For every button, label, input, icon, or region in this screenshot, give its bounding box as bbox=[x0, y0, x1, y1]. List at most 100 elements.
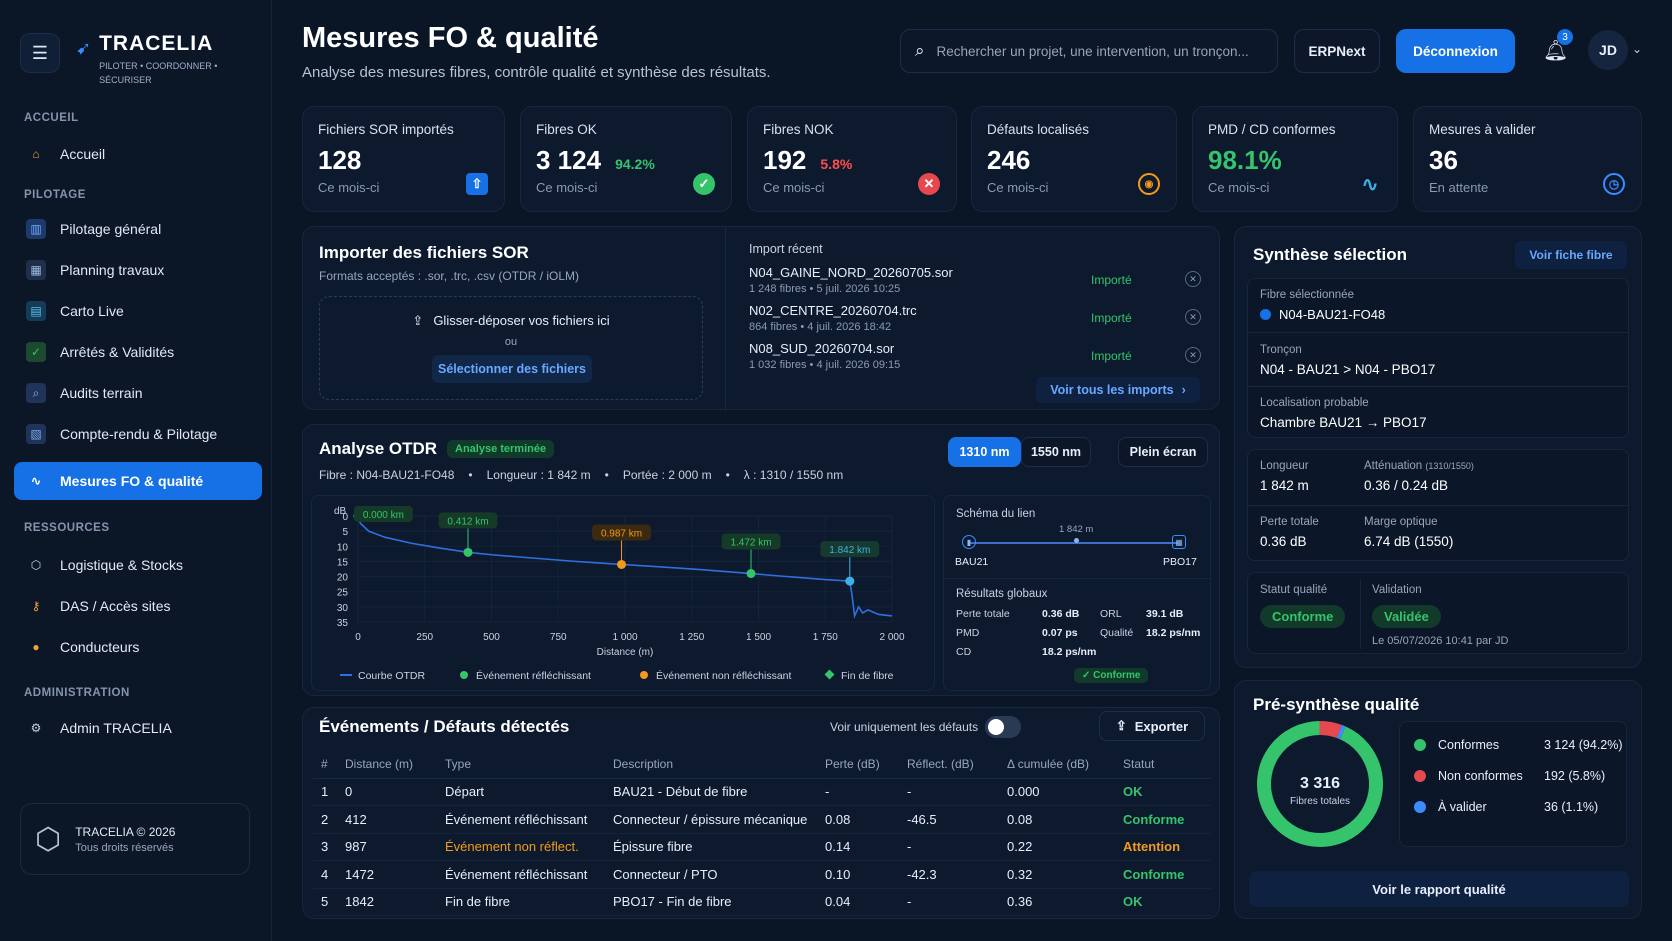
kpi-card-defauts: Défauts localisés 246 Ce mois-ci ◉ bbox=[971, 106, 1177, 212]
import-row[interactable]: N04_GAINE_NORD_20260705.sor 1 248 fibres… bbox=[749, 265, 1209, 295]
donut-area: 3 316 Fibres totales Conformes 3 124 (94.… bbox=[1245, 721, 1630, 851]
kpi-value: 192 bbox=[763, 145, 807, 175]
kpi-sub: Ce mois-ci bbox=[536, 180, 598, 195]
table-row[interactable]: 4 1472 Événement réfléchissant Connecteur /… bbox=[313, 860, 1211, 889]
defects-toggle[interactable] bbox=[985, 716, 1021, 738]
erpnext-button[interactable]: ERPNext bbox=[1294, 29, 1380, 73]
link-summary-box: Schéma du lien 1 842 m ▮ ▦ BAU21 PBO17 R… bbox=[943, 495, 1211, 691]
dropzone-label: Glisser-déposer vos fichiers ici bbox=[433, 313, 610, 328]
field-value: N04 - BAU21 > N04 - PBO17 bbox=[1260, 362, 1436, 377]
remove-icon[interactable]: ✕ bbox=[1185, 271, 1201, 287]
sidebar-item-carto-live[interactable]: ▤ Carto Live bbox=[14, 293, 262, 329]
sidebar-item-admin[interactable]: ⚙ Admin TRACELIA bbox=[14, 710, 262, 746]
event-label: 0.412 km bbox=[447, 516, 488, 527]
legend-dot-icon bbox=[1414, 801, 1426, 813]
quality-report-button[interactable]: Voir le rapport qualité bbox=[1249, 871, 1629, 907]
see-all-imports-button[interactable]: Voir tous les imports › bbox=[1036, 377, 1200, 403]
kpi-label: Fichiers SOR importés bbox=[318, 122, 454, 137]
table-row[interactable]: 3 987 Événement non réflect. Épissure fibre… bbox=[313, 833, 1211, 861]
result-key: PMD bbox=[956, 627, 980, 639]
select-files-button[interactable]: Sélectionner des fichiers bbox=[432, 355, 592, 383]
table-cell-d: 1472 bbox=[345, 860, 445, 889]
legend-label: Fin de fibre bbox=[841, 670, 894, 682]
kpi-label: Fibres OK bbox=[536, 122, 597, 137]
kpi-card-fibres-nok: Fibres NOK 192 5.8% Ce mois-ci ✕ bbox=[747, 106, 957, 212]
fibre-dot-icon bbox=[1260, 309, 1271, 320]
logout-button[interactable]: Déconnexion bbox=[1396, 29, 1515, 73]
nav-section-ressources: RESSOURCES bbox=[24, 522, 110, 534]
remove-icon[interactable]: ✕ bbox=[1185, 347, 1201, 363]
fullscreen-button[interactable]: Plein écran bbox=[1118, 437, 1208, 467]
table-cell-refl: -42.3 bbox=[907, 860, 1007, 889]
dropzone-text-row: ⇪ Glisser-déposer vos fichiers ici bbox=[320, 313, 702, 329]
divider bbox=[944, 578, 1210, 579]
sidebar-item-accueil[interactable]: ⌂ Accueil bbox=[14, 136, 262, 172]
sidebar-item-conducteurs[interactable]: ● Conducteurs bbox=[14, 629, 262, 665]
column-header: Statut bbox=[1123, 750, 1211, 779]
quality-status-box: Statut qualité Conforme Validation Valid… bbox=[1247, 572, 1629, 654]
kpi-sub: Ce mois-ci bbox=[987, 180, 1049, 195]
import-file-name: N02_CENTRE_20260704.trc bbox=[749, 303, 917, 318]
x-tick-label: 250 bbox=[416, 632, 433, 643]
tab-1550nm[interactable]: 1550 nm bbox=[1021, 437, 1091, 467]
sidebar-item-planning-travaux[interactable]: ▦ Planning travaux bbox=[14, 252, 262, 288]
event-label: 0.987 km bbox=[601, 528, 642, 539]
table-cell-d: 1842 bbox=[345, 888, 445, 916]
x-tick-label: 750 bbox=[550, 632, 567, 643]
table-cell-refl: -46.5 bbox=[907, 805, 1007, 834]
view-fibre-button[interactable]: Voir fiche fibre bbox=[1515, 241, 1627, 269]
quality-status-badge: Conforme bbox=[1260, 605, 1346, 628]
tab-1310nm[interactable]: 1310 nm bbox=[948, 437, 1021, 467]
link-line bbox=[970, 542, 1178, 544]
legend-label: Événement non réfléchissant bbox=[656, 669, 791, 682]
event-label-bg bbox=[721, 533, 781, 550]
column-header: # bbox=[313, 750, 345, 779]
sidebar-item-logistique[interactable]: ⬡ Logistique & Stocks bbox=[14, 547, 262, 583]
results-status-badge: ✓ Conforme bbox=[1074, 668, 1149, 683]
notification-badge: 3 bbox=[1557, 29, 1573, 45]
kpi-sub: Ce mois-ci bbox=[763, 180, 825, 195]
kpi-card-sor: Fichiers SOR importés 128 Ce mois-ci ⇧ bbox=[302, 106, 505, 212]
import-row[interactable]: N02_CENTRE_20260704.trc 864 fibres • 4 j… bbox=[749, 303, 1209, 333]
legend-swatch bbox=[460, 671, 468, 679]
selection-title: Synthèse sélection bbox=[1253, 245, 1408, 264]
table-row[interactable]: 2 412 Événement réfléchissant Connecteur / … bbox=[313, 805, 1211, 834]
sidebar-item-das-acces[interactable]: ⚷ DAS / Accès sites bbox=[14, 588, 262, 624]
logo-icon: ➹ bbox=[76, 38, 92, 58]
sidebar-item-mesures-fo[interactable]: ∿ Mesures FO & qualité bbox=[14, 462, 262, 500]
event-label-bg bbox=[354, 506, 413, 522]
menu-icon[interactable]: ☰ bbox=[20, 33, 60, 73]
upload-icon: ⇧ bbox=[466, 173, 488, 195]
map-icon: ▤ bbox=[26, 301, 46, 321]
export-button[interactable]: ⇪ Exporter bbox=[1099, 711, 1205, 741]
search-input[interactable]: ⌕ Rechercher un projet, une intervention… bbox=[900, 29, 1278, 73]
table-cell-desc: PBO17 - Fin de fibre bbox=[613, 888, 825, 916]
kpi-card-fibres-ok: Fibres OK 3 124 94.2% Ce mois-ci ✓ bbox=[520, 106, 732, 212]
event-marker bbox=[845, 576, 855, 586]
table-cell-n: 5 bbox=[313, 888, 345, 916]
remove-icon[interactable]: ✕ bbox=[1185, 309, 1201, 325]
calendar-icon: ▦ bbox=[26, 260, 46, 280]
dropzone[interactable]: ⇪ Glisser-déposer vos fichiers ici ou Sél… bbox=[319, 296, 703, 400]
sidebar-item-arretes-validites[interactable]: ✓ Arrêtés & Validités bbox=[14, 334, 262, 370]
column-header: Réflect. (dB) bbox=[907, 750, 1007, 779]
measure-box: Longueur 1 842 m Atténuation (1310/1550)… bbox=[1247, 449, 1629, 561]
chevron-down-icon[interactable]: ⌄ bbox=[1632, 42, 1643, 56]
results-row: Perte totale 0.36 dB ORL 39.1 dB bbox=[956, 608, 1206, 627]
legend-label: Événement réfléchissant bbox=[476, 669, 591, 682]
otdr-title: Analyse OTDR bbox=[319, 439, 438, 458]
table-row[interactable]: 5 1842 Fin de fibre PBO17 - Fin de fibre 0.0… bbox=[313, 888, 1211, 916]
legend-item: Non conformes 192 (5.8%) bbox=[1414, 769, 1624, 783]
bell-icon[interactable]: 🔔︎ 3 bbox=[1543, 29, 1573, 63]
app-logo[interactable]: ➹ TRACELIA PILOTER • COORDONNER • SÉCURI… bbox=[76, 32, 239, 87]
sidebar-item-audits-terrain[interactable]: ⌕ Audits terrain bbox=[14, 375, 262, 411]
otdr-chart: 0 5 10 15 20 25 30 35 0 250 500 750 1 000 1 250 1 500 1… bbox=[334, 506, 905, 682]
results-status-label: Conforme bbox=[1093, 670, 1141, 681]
sidebar-item-compte-rendu[interactable]: ▧ Compte-rendu & Pilotage bbox=[14, 416, 262, 452]
table-row[interactable]: 1 0 Départ BAU21 - Début de fibre - -0.000 OK bbox=[313, 778, 1211, 806]
avatar[interactable]: JD bbox=[1588, 30, 1628, 70]
check-icon: ✓ bbox=[1082, 670, 1094, 681]
sidebar-item-pilotage-general[interactable]: ▥ Pilotage général bbox=[14, 211, 262, 247]
donut-slice bbox=[1319, 721, 1342, 739]
import-row[interactable]: N08_SUD_20260704.sor 1 032 fibres • 4 ju… bbox=[749, 341, 1209, 371]
